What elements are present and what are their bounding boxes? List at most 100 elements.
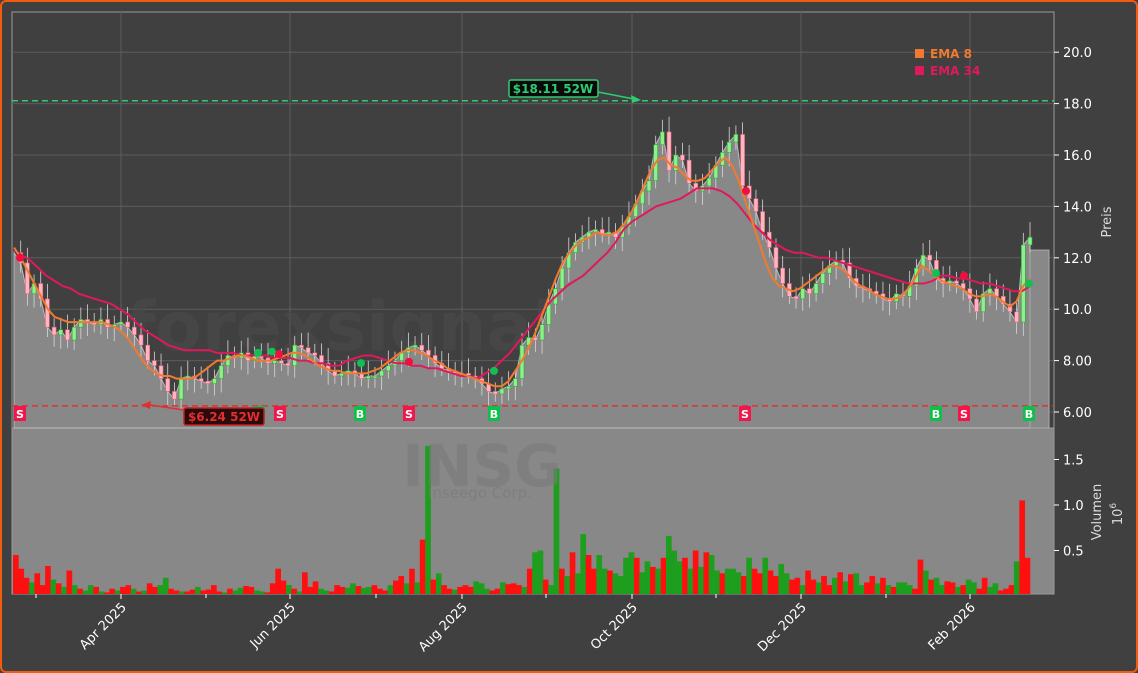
crossover-dot-sell <box>275 350 283 359</box>
price-tick-label: 16.0 <box>1063 149 1092 164</box>
52w-lines <box>12 100 1054 407</box>
volume-bar-up <box>896 582 902 594</box>
volume-bar-down <box>789 579 795 594</box>
high-52w-box <box>508 79 599 98</box>
crossover-dot-buy <box>268 347 276 356</box>
volume-bar-down <box>569 552 576 594</box>
candle-down <box>1007 303 1013 313</box>
volume-bar-up <box>195 586 201 594</box>
volume-bar-down <box>39 585 46 594</box>
volume-bar-down <box>821 576 827 594</box>
volume-bar-up <box>532 552 538 594</box>
candle-up <box>118 321 124 325</box>
candle-down <box>312 352 318 356</box>
candle-down <box>138 334 144 346</box>
volume-bar-down <box>371 585 378 594</box>
volume-bar-up <box>1013 561 1020 594</box>
legend-label-ema34: EMA 34 <box>930 64 980 78</box>
candle-up <box>71 326 77 341</box>
volume-bar-up <box>318 588 324 594</box>
crossover-dot-buy <box>1025 279 1033 288</box>
x-tick-label: Jun 2025 <box>247 600 299 652</box>
volume-bar-up <box>521 586 528 594</box>
volume-bar-down <box>505 584 512 594</box>
volume-bar-up <box>114 590 121 594</box>
candle-down <box>954 280 959 284</box>
volume-bar-down <box>457 586 463 594</box>
volume-bar-up <box>628 552 635 594</box>
volume-bar-down <box>719 573 726 595</box>
volume-bar-down <box>200 590 206 594</box>
candle-up <box>178 378 184 400</box>
candle-up <box>386 365 391 372</box>
volume-bar-down <box>949 582 956 594</box>
volume-bar-up <box>141 590 148 594</box>
volume-bar-down <box>981 577 988 594</box>
signal-badge-buy <box>488 406 500 421</box>
volume-bar-down <box>104 592 110 594</box>
volume-bar-down <box>173 590 180 594</box>
signal-badge-label: B <box>1025 408 1033 421</box>
crossover-dot-sell <box>405 357 413 366</box>
candle-down <box>145 344 150 361</box>
volume-bar-up <box>344 587 351 594</box>
volume-bar-down <box>944 581 951 594</box>
volume-bar-down <box>917 559 924 594</box>
volume-bar-down <box>120 586 126 594</box>
candle-up <box>733 134 739 143</box>
volume-bar-down <box>66 570 73 594</box>
volume-bar-up <box>901 582 908 594</box>
volume-bar-up <box>955 586 961 594</box>
volume-bar-down <box>864 582 870 594</box>
volume-bar-up <box>162 577 169 594</box>
volume-bar-down <box>211 585 217 594</box>
volume-bar-down <box>516 585 522 594</box>
candle-down <box>693 182 699 192</box>
volume-bar-up <box>564 576 570 594</box>
low-52w-arrow <box>149 404 185 411</box>
volume-bar-up <box>783 573 790 595</box>
volume-bar-down <box>398 576 405 594</box>
volume-bar-up <box>735 572 742 594</box>
volume-bar-up <box>922 570 929 594</box>
volume-bar-down <box>312 581 319 594</box>
volume-bar-down <box>585 555 592 594</box>
volume-bar-up <box>484 588 490 594</box>
volume-bar-up <box>612 573 619 595</box>
volume-bar-up <box>617 576 624 594</box>
volume-bar-down <box>591 568 597 594</box>
volume-bar-up <box>237 587 244 594</box>
ticker-watermark: INSG Inseego Corp. <box>402 432 562 502</box>
volume-bar-up <box>50 579 57 594</box>
candle-up <box>559 267 565 289</box>
candle-up <box>513 378 518 387</box>
price-tick-label: 8.00 <box>1063 355 1092 370</box>
low-52w-box <box>183 407 265 426</box>
legend-swatch-ema34 <box>915 66 924 75</box>
volume-bar-up <box>178 591 185 594</box>
volume-bar-down <box>152 586 158 594</box>
volume-bar-down <box>136 591 142 594</box>
volume-bar-up <box>130 588 137 594</box>
legend: EMA 8 EMA 34 <box>915 47 980 78</box>
volume-bar-down <box>682 557 688 594</box>
candle-down <box>760 211 765 233</box>
volume-bar-up <box>232 590 239 594</box>
volume-bar-down <box>751 568 758 594</box>
volume-bar-down <box>409 568 415 594</box>
candle-down <box>198 378 204 382</box>
volume-bar-down <box>243 586 249 594</box>
volume-bar-up <box>698 566 704 594</box>
candle-down <box>740 134 745 187</box>
crossover-dot-buy <box>357 359 365 368</box>
candle-down <box>285 362 291 367</box>
signal-badge-buy <box>1023 406 1035 421</box>
volume-bar-down <box>890 586 897 594</box>
signal-badge-label: B <box>932 408 940 421</box>
signal-badge-label: S <box>405 408 413 421</box>
volume-tick-label: 0.5 <box>1063 545 1084 560</box>
volume-bars <box>13 445 1031 595</box>
candle-down <box>299 344 304 349</box>
price-axis-title: Preis <box>1100 206 1115 237</box>
candle-down <box>158 365 164 379</box>
